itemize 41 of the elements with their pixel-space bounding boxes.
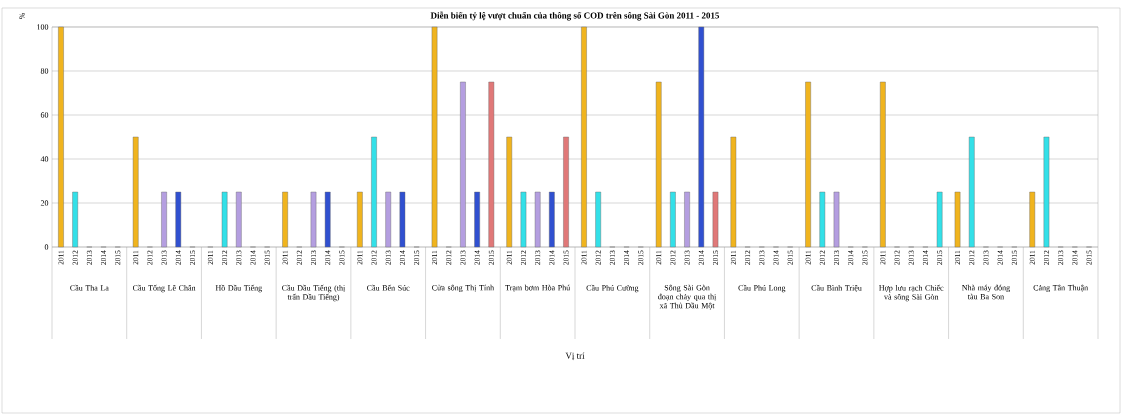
bar [581,26,587,248]
bar [520,191,527,248]
bar [235,191,242,248]
bar [324,191,331,248]
bar [488,81,495,248]
bar [1043,136,1050,248]
bar [595,191,601,248]
bar [357,191,363,248]
bar [730,136,737,248]
bar [399,191,406,248]
bar [506,136,513,248]
bar [132,136,139,248]
bar [460,81,466,248]
bar [563,136,569,248]
bar [371,136,377,248]
bar [655,81,662,248]
bar [712,191,719,248]
bar [161,191,167,248]
x-axis-title: Vị trí [565,352,585,361]
bar [431,26,438,248]
bar [833,191,840,248]
chart-title: Diễn biến tỷ lệ vượt chuẩn của thông số COD trên sông Sài Gòn 2011 - 2015 [430,11,720,21]
bar [1029,191,1036,248]
bar [175,191,182,248]
bar [310,191,317,248]
bar [819,191,826,248]
bar [805,81,811,248]
bar [880,81,886,248]
bar [684,191,690,248]
bar [968,136,975,248]
bar [954,191,961,248]
bar [385,191,392,248]
bar [221,191,228,248]
bar [534,191,541,248]
bar [72,191,78,248]
bar [474,191,480,248]
bar [698,26,705,248]
bar [282,191,288,248]
bar [58,26,64,248]
bar [549,191,555,248]
bar [670,191,676,248]
